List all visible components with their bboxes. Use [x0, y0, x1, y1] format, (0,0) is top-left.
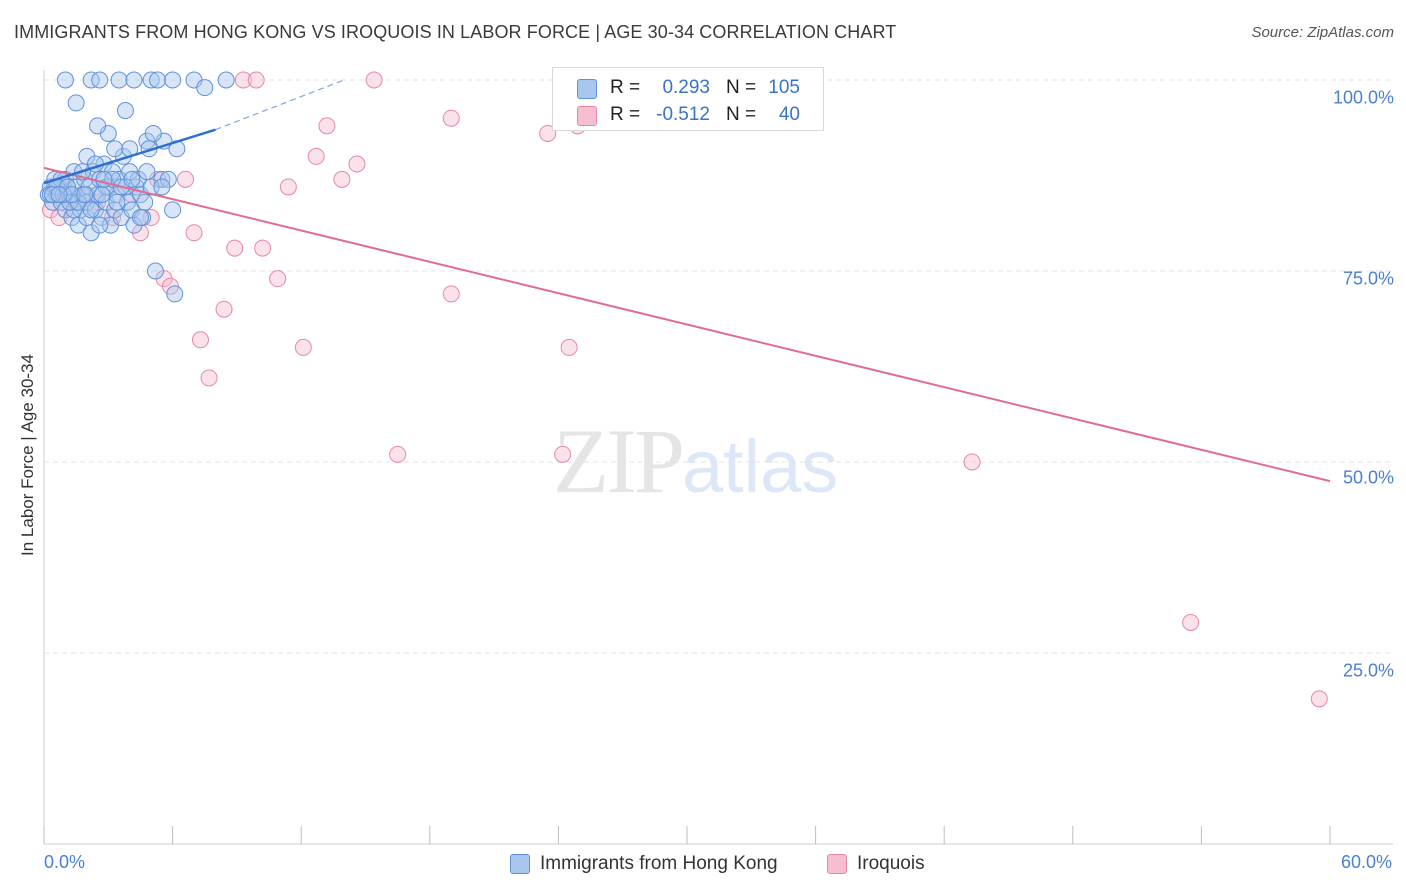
- iroquois-point: [226, 239, 244, 257]
- iroquois-point: [185, 224, 203, 242]
- iroquois-point: [200, 369, 218, 387]
- x-tick-label-max: 60.0%: [1340, 852, 1392, 872]
- hong-kong-point: [95, 170, 113, 188]
- iroquois-point: [215, 300, 233, 318]
- iroquois-point: [442, 109, 460, 127]
- legend-swatch-blue: [510, 854, 530, 874]
- hong-kong-point: [44, 186, 62, 204]
- hong-kong-point: [144, 124, 162, 142]
- legend-label: Iroquois: [857, 853, 925, 874]
- stats-r-label: R =: [610, 104, 641, 125]
- hong-kong-point: [164, 201, 182, 219]
- stats-n-label: N =: [726, 104, 757, 125]
- hong-kong-point: [142, 71, 160, 89]
- iroquois-point: [234, 71, 252, 89]
- iroquois-point: [560, 338, 578, 356]
- hong-kong-trend-extension: [215, 79, 345, 131]
- stats-swatch-pink: [577, 106, 597, 126]
- iroquois-point: [1310, 690, 1328, 708]
- iroquois-trend-line: [43, 166, 1331, 483]
- hong-kong-point: [196, 79, 214, 97]
- iroquois-point: [269, 270, 287, 288]
- iroquois-point: [176, 170, 194, 188]
- hong-kong-point: [91, 71, 109, 89]
- stats-n-value: 40: [778, 104, 800, 125]
- legend: Immigrants from Hong Kong Iroquois: [0, 852, 1406, 878]
- hong-kong-point: [125, 71, 143, 89]
- hong-kong-point: [136, 193, 154, 211]
- hong-kong-point: [153, 178, 171, 196]
- hong-kong-point: [89, 117, 107, 135]
- stats-r-value: 0.293: [662, 77, 710, 98]
- hong-kong-point: [131, 209, 149, 227]
- hong-kong-point: [67, 94, 85, 112]
- chart-title: IMMIGRANTS FROM HONG KONG VS IROQUOIS IN…: [14, 22, 897, 42]
- y-tick-label: 50.0%: [1342, 467, 1394, 488]
- hong-kong-point: [50, 186, 68, 204]
- iroquois-point: [333, 170, 351, 188]
- hong-kong-point: [63, 186, 81, 204]
- iroquois-point: [554, 445, 572, 463]
- hong-kong-point: [82, 201, 100, 219]
- iroquois-point: [254, 239, 272, 257]
- legend-swatch-pink: [827, 854, 847, 874]
- hong-kong-point: [110, 71, 128, 89]
- stats-n-value: 105: [768, 77, 800, 98]
- y-tick-label: 75.0%: [1342, 268, 1394, 289]
- iroquois-point: [1182, 613, 1200, 631]
- stats-n-label: N =: [726, 77, 757, 98]
- watermark-zip: ZIP: [553, 410, 685, 512]
- iroquois-point: [307, 147, 325, 165]
- hong-kong-point: [149, 71, 167, 89]
- iroquois-point: [191, 331, 209, 349]
- hong-kong-point: [217, 71, 235, 89]
- hong-kong-point: [76, 186, 94, 204]
- source-label: Source: ZipAtlas.com: [1251, 24, 1394, 41]
- y-tick-label: 100.0%: [1332, 87, 1394, 108]
- watermark: ZIPatlas: [553, 408, 838, 514]
- stats-row-hong-kong: R = 0.293 N = 105: [553, 74, 823, 102]
- iroquois-point: [365, 71, 383, 89]
- hong-kong-point: [93, 186, 111, 204]
- iroquois-point: [539, 124, 557, 142]
- iroquois-point: [389, 445, 407, 463]
- y-tick-label: 25.0%: [1342, 660, 1394, 681]
- iroquois-point: [294, 338, 312, 356]
- iroquois-point: [247, 71, 265, 89]
- stats-box: R = 0.293 N = 105 R = -0.512 N = 40: [552, 67, 824, 131]
- hong-kong-trend-line: [43, 128, 216, 185]
- hong-kong-point: [82, 71, 100, 89]
- hong-kong-point: [108, 193, 126, 211]
- stats-r-label: R =: [610, 77, 641, 98]
- stats-row-iroquois: R = -0.512 N = 40: [553, 101, 823, 129]
- hong-kong-point: [116, 102, 134, 120]
- iroquois-point: [442, 285, 460, 303]
- hong-kong-point: [166, 285, 184, 303]
- iroquois-point: [279, 178, 297, 196]
- hong-kong-point: [106, 140, 124, 158]
- hong-kong-point: [164, 71, 182, 89]
- hong-kong-point: [123, 170, 141, 188]
- stats-swatch-blue: [577, 79, 597, 99]
- iroquois-point: [318, 117, 336, 135]
- hong-kong-point: [146, 262, 164, 280]
- hong-kong-point: [138, 163, 156, 181]
- legend-label: Immigrants from Hong Kong: [540, 853, 778, 874]
- iroquois-point: [348, 155, 366, 173]
- hong-kong-point: [91, 216, 109, 234]
- hong-kong-point: [56, 71, 74, 89]
- watermark-atlas: atlas: [682, 425, 839, 508]
- iroquois-point: [963, 453, 981, 471]
- x-tick-label-min: 0.0%: [44, 852, 86, 872]
- stats-r-value: -0.512: [656, 104, 710, 125]
